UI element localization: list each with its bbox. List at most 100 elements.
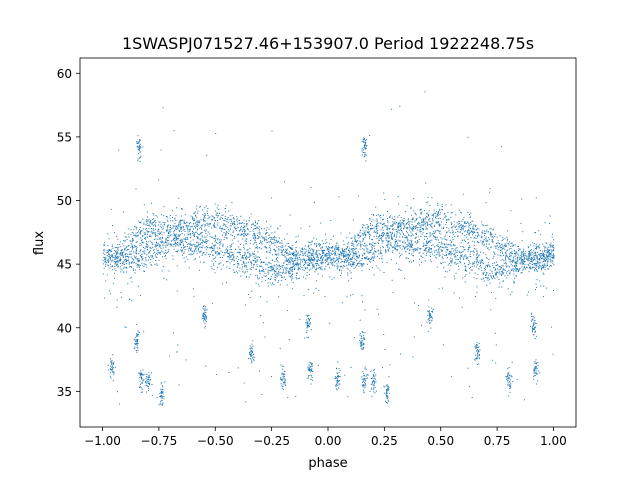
data-point — [273, 284, 275, 285]
data-point — [412, 234, 414, 236]
data-point — [413, 248, 415, 250]
data-point — [312, 263, 314, 265]
data-point — [246, 255, 248, 257]
data-point — [230, 251, 232, 253]
data-point — [441, 243, 443, 245]
data-point — [514, 250, 515, 252]
data-point — [345, 255, 347, 257]
data-point — [507, 265, 509, 267]
data-point — [238, 252, 240, 254]
data-point — [338, 196, 340, 198]
data-point — [233, 264, 235, 265]
data-point — [223, 223, 225, 225]
data-point — [124, 261, 126, 263]
data-point — [345, 249, 347, 251]
data-point — [459, 226, 460, 228]
data-point — [275, 237, 277, 239]
data-point — [488, 259, 490, 261]
data-point — [376, 224, 378, 226]
data-point — [359, 240, 361, 242]
data-point — [391, 237, 393, 239]
data-point — [465, 267, 467, 269]
data-point — [405, 247, 407, 249]
data-point — [199, 206, 201, 208]
data-point — [393, 235, 395, 237]
data-point — [254, 247, 256, 249]
data-point — [463, 217, 465, 218]
data-point — [228, 258, 230, 260]
data-point — [428, 249, 430, 251]
data-point — [254, 237, 256, 239]
data-point — [156, 242, 157, 244]
data-point — [235, 228, 237, 230]
data-point — [490, 246, 492, 248]
data-point — [158, 224, 160, 226]
data-point — [415, 249, 416, 251]
data-point — [428, 210, 430, 212]
data-point — [336, 249, 338, 251]
data-point — [146, 266, 148, 268]
data-point — [137, 160, 139, 162]
data-point — [461, 256, 463, 258]
data-point — [226, 231, 227, 233]
data-point — [259, 277, 260, 279]
data-point — [455, 251, 457, 253]
data-point — [111, 265, 113, 267]
data-point — [465, 230, 467, 232]
data-point — [393, 222, 395, 224]
data-point — [529, 262, 531, 264]
data-point — [520, 257, 522, 259]
data-point — [495, 247, 497, 249]
data-point — [265, 247, 267, 249]
data-point — [153, 220, 155, 222]
data-point — [304, 245, 306, 247]
data-point — [263, 261, 265, 263]
data-point — [370, 259, 372, 260]
data-point — [136, 336, 138, 338]
data-point — [160, 250, 162, 252]
data-point — [295, 275, 297, 276]
data-point — [370, 239, 372, 241]
data-point — [397, 225, 399, 227]
data-point — [336, 258, 338, 260]
data-point — [166, 219, 168, 221]
data-point — [413, 260, 414, 262]
data-point — [289, 246, 291, 248]
data-point — [524, 250, 526, 252]
data-point — [369, 260, 371, 262]
data-point — [387, 249, 389, 251]
data-point — [220, 216, 222, 218]
data-point — [246, 228, 248, 230]
data-point — [175, 215, 177, 217]
data-point — [499, 266, 501, 267]
data-point — [106, 254, 108, 256]
data-point — [353, 246, 355, 248]
data-point — [513, 281, 515, 283]
data-point — [118, 256, 120, 258]
data-point — [192, 218, 194, 220]
data-point — [215, 256, 217, 258]
data-point — [288, 254, 290, 256]
data-point — [546, 259, 548, 261]
data-point — [166, 240, 168, 242]
data-point — [425, 228, 427, 230]
data-point — [141, 259, 143, 261]
data-point — [413, 251, 415, 253]
data-point — [506, 242, 508, 244]
data-point — [489, 232, 491, 234]
data-point — [135, 246, 137, 247]
data-point — [115, 258, 117, 260]
data-point — [116, 260, 118, 262]
data-point — [274, 271, 276, 273]
data-point — [425, 241, 427, 243]
data-point — [533, 252, 535, 254]
data-point — [411, 214, 413, 216]
data-point — [175, 233, 177, 235]
data-point — [282, 272, 284, 274]
data-point — [213, 237, 215, 239]
data-point — [179, 234, 181, 236]
data-point — [328, 262, 329, 264]
data-point — [332, 260, 334, 262]
data-point — [528, 264, 530, 266]
data-point — [321, 269, 323, 271]
